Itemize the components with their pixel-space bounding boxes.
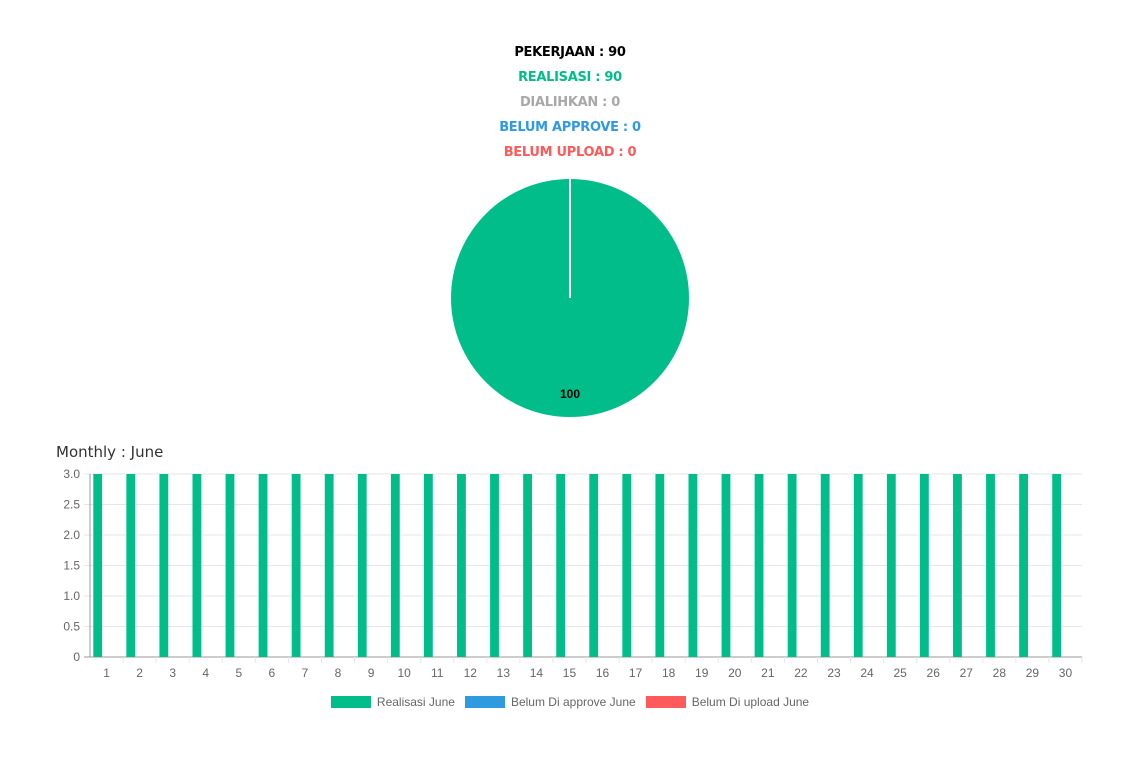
x-tick-label: 10	[397, 666, 411, 680]
belum-upload-total: BELUM UPLOAD : 0	[503, 145, 637, 160]
bar	[324, 474, 334, 657]
x-tick-label: 17	[629, 666, 643, 680]
y-tick-label: 3.0	[63, 467, 80, 481]
bar	[159, 474, 169, 657]
y-tick-label: 1.0	[63, 589, 80, 603]
belum-approve-total: BELUM APPROVE : 0	[499, 120, 641, 135]
x-tick-label: 7	[302, 666, 309, 680]
x-tick-label: 5	[235, 666, 242, 680]
legend-label: Realisasi June	[376, 695, 455, 709]
x-tick-label: 16	[596, 666, 610, 680]
bar	[490, 474, 499, 657]
x-tick-label: 30	[1059, 666, 1073, 680]
bar	[258, 474, 268, 657]
x-tick-label: 11	[431, 666, 444, 680]
bar	[986, 474, 995, 657]
x-tick-label: 29	[1026, 666, 1040, 680]
y-tick-label: 2.0	[63, 528, 80, 542]
x-tick-label: 18	[662, 666, 676, 680]
pie-chart: 100	[451, 179, 689, 417]
bar	[655, 474, 665, 657]
x-tick-label: 15	[563, 666, 577, 680]
y-tick-label: 2.5	[63, 498, 80, 512]
bar	[1052, 474, 1062, 657]
legend-swatch	[330, 696, 371, 708]
bar	[357, 474, 367, 657]
monthly-chart-title: Monthly : June	[56, 443, 164, 461]
bar	[622, 474, 632, 657]
summary-stats: PEKERJAAN : 90 REALISASI : 90 DIALIHKAN …	[0, 40, 1140, 165]
x-tick-label: 19	[695, 666, 709, 680]
y-tick-label: 0.5	[63, 620, 80, 634]
pekerjaan-total: PEKERJAAN : 90	[514, 45, 626, 60]
legend-swatch	[464, 696, 505, 708]
bar	[1019, 474, 1028, 657]
bar	[886, 474, 896, 657]
bar	[291, 474, 301, 657]
bar	[787, 474, 797, 657]
y-tick-label: 1.5	[63, 559, 80, 573]
x-tick-label: 24	[860, 666, 874, 680]
x-tick-label: 9	[368, 666, 375, 680]
bar	[754, 474, 764, 657]
x-tick-label: 21	[761, 666, 775, 680]
legend-item[interactable]: Belum Di approve June	[464, 695, 636, 709]
x-tick-label: 2	[136, 666, 143, 680]
legend-label: Belum Di upload June	[691, 695, 810, 709]
pie-data-label: 100	[560, 387, 580, 401]
x-tick-label: 6	[269, 666, 276, 680]
bar	[556, 474, 566, 657]
bar	[457, 474, 466, 657]
bar	[225, 474, 235, 657]
bar	[953, 474, 962, 657]
realisasi-total: REALISASI : 90	[518, 70, 622, 85]
x-tick-label: 28	[993, 666, 1007, 680]
x-tick-label: 22	[794, 666, 808, 680]
x-tick-label: 20	[728, 666, 742, 680]
bar	[390, 474, 400, 657]
legend-item[interactable]: Belum Di upload June	[645, 695, 810, 709]
x-tick-label: 14	[530, 666, 544, 680]
y-tick-label: 0	[73, 650, 80, 664]
legend-swatch	[645, 696, 686, 708]
dialihkan-total: DIALIHKAN : 0	[519, 95, 621, 110]
legend-label: Belum Di approve June	[510, 695, 636, 709]
monthly-bar-chart: 00.51.01.52.02.53.01 2 3 4 5 6 7 8 9 10 11 12 13 14 15…	[63, 467, 1083, 680]
x-tick-label: 23	[827, 666, 841, 680]
bar-chart-legend: Realisasi June Belum Di approve June Belum…	[0, 695, 1140, 709]
bar	[523, 474, 532, 657]
x-tick-label: 12	[464, 666, 478, 680]
x-tick-label: 25	[893, 666, 907, 680]
bar	[919, 474, 929, 657]
x-tick-label: 8	[335, 666, 342, 680]
x-tick-label: 13	[497, 666, 511, 680]
x-tick-label: 3	[169, 666, 176, 680]
bar	[688, 474, 698, 657]
bar	[192, 474, 202, 657]
x-tick-label: 27	[960, 666, 974, 680]
x-tick-label: 1	[103, 666, 110, 680]
bar	[820, 474, 830, 657]
bar	[853, 474, 863, 657]
bar	[93, 474, 103, 657]
bar	[126, 474, 136, 657]
x-tick-label: 26	[927, 666, 941, 680]
bar	[721, 474, 731, 657]
x-tick-label: 4	[202, 666, 209, 680]
bar	[423, 474, 433, 657]
bar	[589, 474, 599, 657]
legend-item[interactable]: Realisasi June	[330, 695, 455, 709]
